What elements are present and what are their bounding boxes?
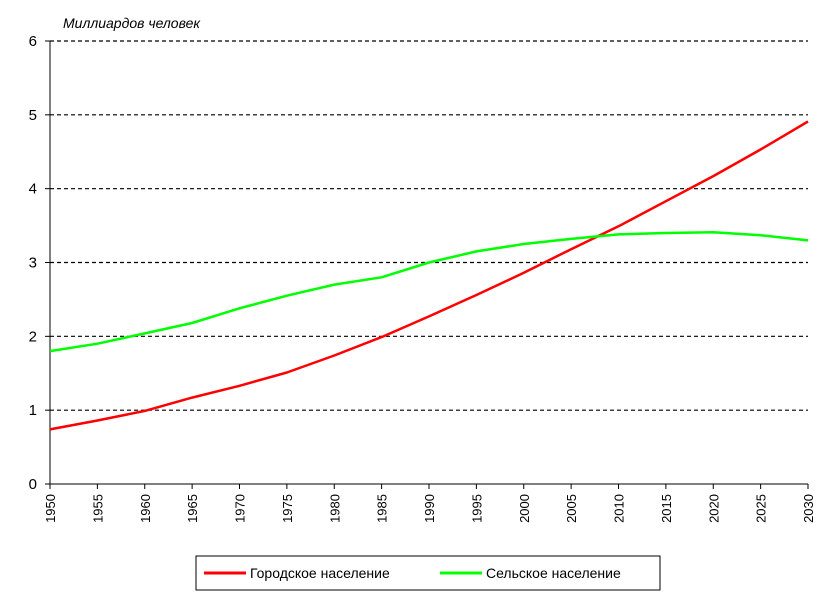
x-tick-label: 1995 xyxy=(469,494,484,523)
x-tick-label: 2020 xyxy=(706,494,721,523)
urban-population-line xyxy=(49,120,809,431)
x-tick-label: 2030 xyxy=(801,494,816,523)
x-tick-label: 2005 xyxy=(564,494,579,523)
x-tick-label: 2000 xyxy=(517,494,532,523)
y-tick-label: 1 xyxy=(29,402,37,419)
x-tick-label: 2010 xyxy=(612,494,627,523)
x-tick-label: 1965 xyxy=(185,494,200,523)
x-tick-label: 2015 xyxy=(659,494,674,523)
x-tick-label: 1970 xyxy=(233,494,248,523)
gridlines xyxy=(50,40,808,411)
legend: Городское население Сельское население xyxy=(195,555,661,591)
x-tick-label: 1985 xyxy=(375,494,390,523)
legend-box xyxy=(195,555,661,591)
x-tick-label: 1980 xyxy=(327,494,342,523)
legend-label-urban: Городское население xyxy=(250,565,390,581)
y-tick-labels: 0 1 2 3 4 5 6 xyxy=(29,33,37,493)
y-tick-label: 0 xyxy=(29,476,37,493)
axes xyxy=(45,40,809,489)
y-tick-label: 3 xyxy=(29,255,37,272)
x-tick-label: 1990 xyxy=(422,494,437,523)
rural-population-line xyxy=(49,230,809,353)
legend-label-rural: Сельское население xyxy=(486,565,621,581)
y-tick-label: 4 xyxy=(29,181,37,198)
x-tick-label: 1975 xyxy=(280,494,295,523)
x-tick-labels: 1950 1955 1960 1965 1970 1975 1980 1985 1990 1995… xyxy=(43,494,816,523)
y-tick-label: 2 xyxy=(29,328,37,345)
y-tick-label: 5 xyxy=(29,107,37,124)
x-tick-label: 2025 xyxy=(754,494,769,523)
series-lines xyxy=(49,120,809,431)
y-tick-label: 6 xyxy=(29,33,37,50)
x-tick-label: 1955 xyxy=(90,494,105,523)
x-tick-label: 1960 xyxy=(138,494,153,523)
x-tick-label: 1950 xyxy=(43,494,58,523)
y-unit-label: Миллиардов человек xyxy=(63,15,201,31)
